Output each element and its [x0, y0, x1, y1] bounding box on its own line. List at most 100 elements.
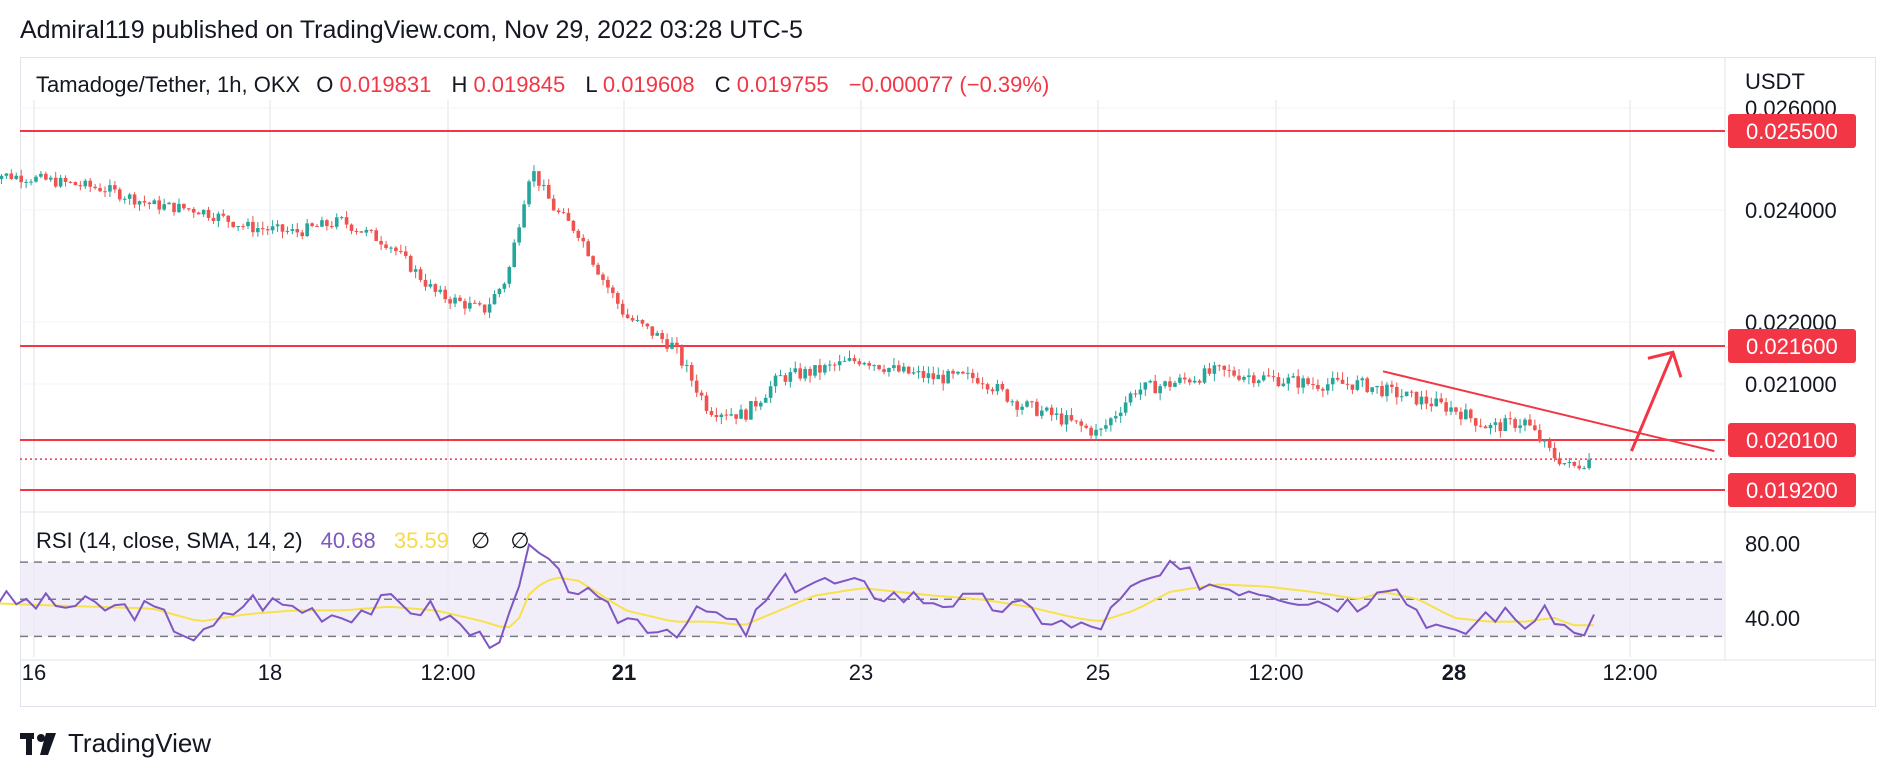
candle-body: [931, 373, 936, 380]
candle-body: [995, 384, 1000, 392]
candle-body: [1261, 375, 1266, 381]
candle: [206, 206, 211, 221]
candle-body: [275, 224, 280, 227]
candle-body: [1409, 391, 1414, 393]
candle-body: [1010, 401, 1015, 403]
candle-body: [630, 318, 635, 321]
rsi-tick-label: 40.00: [1745, 606, 1800, 631]
candle-body: [1488, 424, 1493, 429]
candle: [1099, 427, 1103, 437]
candle-body: [1380, 385, 1384, 397]
candle: [113, 181, 117, 193]
candle-body: [1059, 413, 1064, 425]
candle-body: [1207, 368, 1212, 374]
candle: [1429, 397, 1434, 412]
candle-body: [477, 303, 482, 305]
candle: [1468, 408, 1473, 423]
candle: [1232, 366, 1236, 378]
candle: [675, 336, 679, 354]
candle: [29, 179, 33, 186]
tradingview-logo[interactable]: TradingView: [20, 728, 211, 759]
candle: [1296, 369, 1300, 395]
candle-body: [108, 185, 112, 192]
candle-body: [196, 212, 201, 215]
price-tick-label: 0.021000: [1745, 372, 1837, 397]
candle: [463, 298, 467, 315]
candle: [566, 208, 571, 221]
candle: [1069, 408, 1074, 422]
candle-body: [334, 217, 339, 227]
candle-body: [1523, 419, 1527, 426]
candle-body: [926, 373, 931, 378]
candle: [926, 366, 931, 384]
candle: [1247, 368, 1251, 385]
candle-body: [601, 274, 605, 280]
candle: [749, 400, 753, 420]
hide-icon[interactable]: ∅: [471, 528, 490, 553]
candle: [453, 294, 457, 308]
candle-body: [492, 293, 497, 305]
candle-body: [1508, 418, 1513, 420]
candle: [1404, 391, 1409, 397]
candle-body: [310, 223, 314, 227]
candle-body: [1266, 375, 1271, 377]
candle-body: [882, 369, 886, 373]
candle-body: [1360, 378, 1365, 381]
candle-body: [48, 177, 53, 180]
candle-body: [788, 372, 793, 382]
candle-body: [813, 365, 817, 376]
candle: [187, 207, 191, 212]
candle: [265, 225, 270, 236]
candle: [936, 367, 941, 380]
candle-body: [946, 370, 950, 384]
candle-body: [1503, 418, 1508, 432]
price-chart[interactable]: 0.0260000.0240000.0220000.0210000.025500…: [0, 0, 1888, 720]
candle-body: [98, 188, 102, 192]
candle-body: [122, 198, 127, 200]
candle-body: [620, 303, 625, 315]
candle-body: [1513, 419, 1517, 428]
candle: [1128, 391, 1133, 406]
candle-body: [517, 227, 521, 243]
candle: [103, 186, 107, 198]
candle-body: [443, 289, 448, 300]
candle: [132, 192, 137, 209]
candle-body: [1567, 461, 1572, 464]
candle-body: [887, 368, 891, 373]
candle: [1084, 423, 1088, 429]
candle: [472, 299, 477, 304]
time-axis: 16 18 12:00 21 23 25 12:00 28 12:00: [22, 660, 1658, 685]
candle: [403, 246, 408, 259]
candle: [1409, 389, 1414, 398]
candle: [734, 414, 738, 425]
candle: [852, 354, 857, 365]
candle-body: [1025, 401, 1029, 407]
candle-body: [354, 230, 359, 232]
candle-body: [1577, 465, 1582, 469]
candle-body: [966, 372, 970, 374]
candle-body: [1493, 422, 1498, 425]
candle-body: [670, 342, 674, 349]
candle-body: [990, 389, 995, 392]
candle-body: [19, 175, 23, 183]
candle-body: [83, 180, 88, 187]
candle: [1291, 372, 1296, 379]
hide-icon-2[interactable]: ∅: [510, 528, 529, 553]
candle: [369, 229, 374, 233]
candle: [1182, 372, 1187, 384]
candle: [758, 400, 763, 410]
candle-body: [862, 362, 867, 365]
candle: [433, 283, 438, 297]
candle-body: [349, 224, 354, 231]
candle: [1271, 369, 1276, 382]
candle: [1054, 407, 1059, 421]
candle-body: [236, 226, 240, 228]
candle-body: [1345, 383, 1350, 385]
candle: [290, 223, 295, 235]
candle-body: [1138, 389, 1143, 395]
candle-body: [1419, 396, 1424, 405]
candle: [1375, 385, 1379, 394]
candle: [246, 218, 250, 229]
candle-body: [428, 284, 433, 287]
candle-body: [551, 198, 556, 211]
